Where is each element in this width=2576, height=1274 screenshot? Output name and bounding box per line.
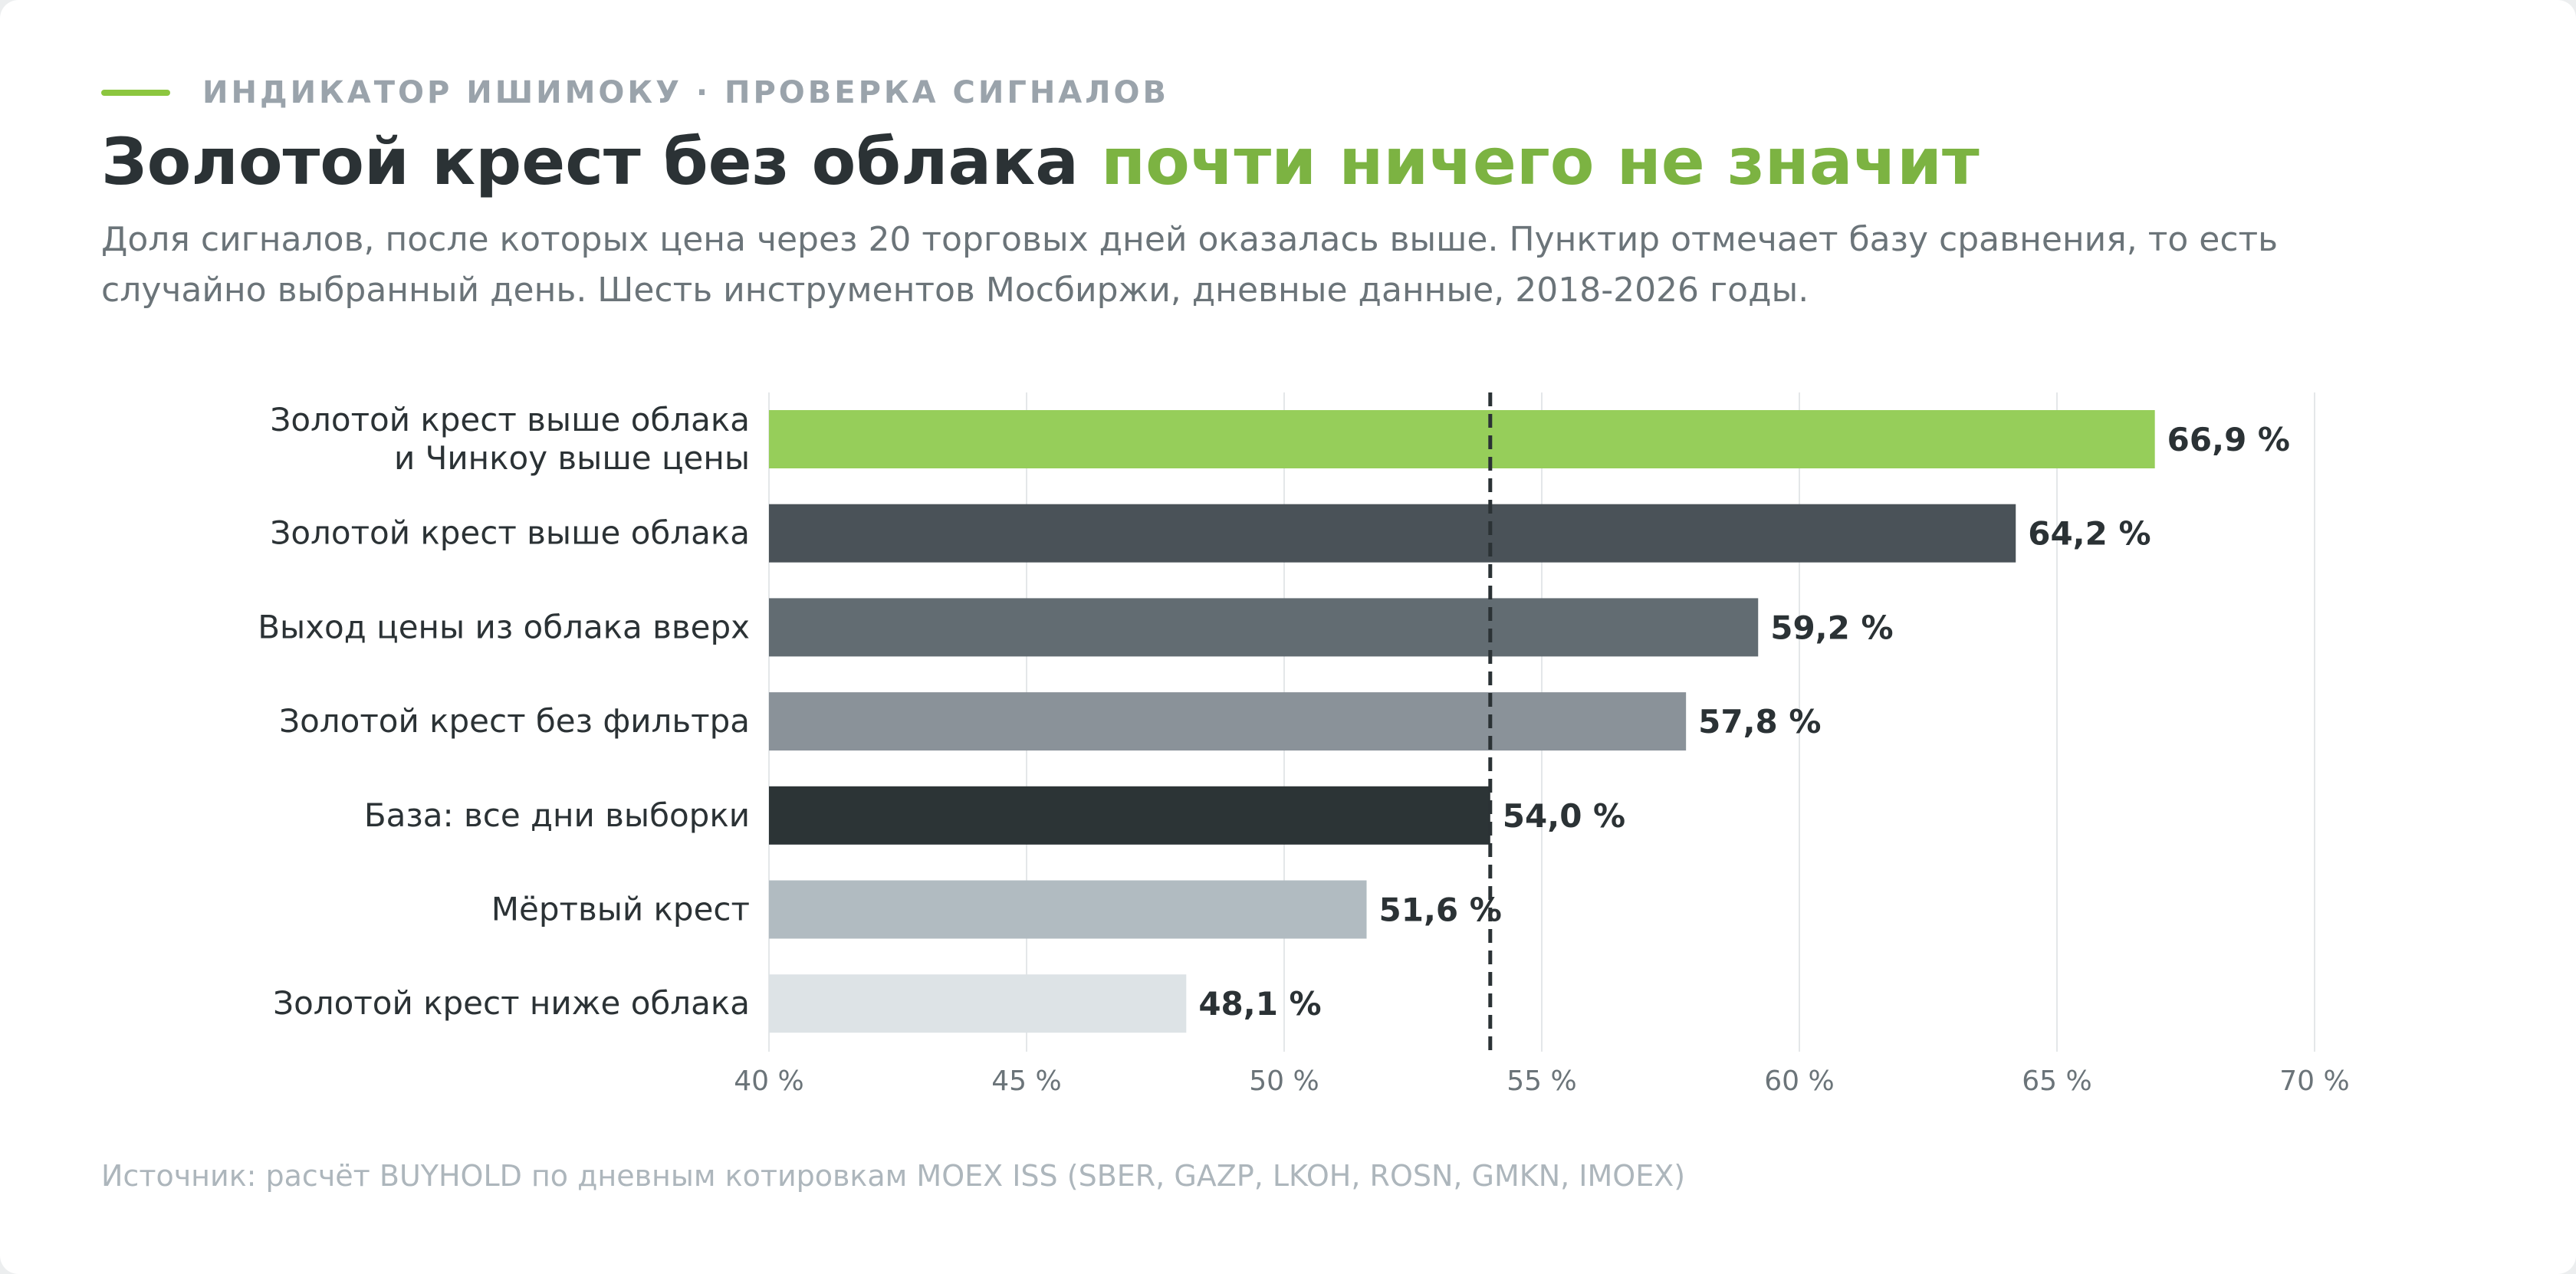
category-label: Золотой крест выше облака <box>270 514 750 552</box>
title-accent: почти ничего не значит <box>1101 124 1980 199</box>
x-tick-label: 70 % <box>2279 1065 2349 1097</box>
category-label: Золотой крест выше облака <box>270 401 750 438</box>
kicker: ИНДИКАТОР ИШИМОКУ · ПРОВЕРКА СИГНАЛОВ <box>101 75 1169 110</box>
x-tick-label: 50 % <box>1249 1065 1319 1097</box>
subtitle-line-1: Доля сигналов, после которых цена через … <box>101 220 2279 259</box>
value-label: 64,2 % <box>2028 515 2150 553</box>
x-tick-label: 60 % <box>1764 1065 1834 1097</box>
value-label: 54,0 % <box>1503 797 1625 835</box>
category-label: Золотой крест без фильтра <box>279 702 750 740</box>
chart-title: Золотой крест без облака почти ничего не… <box>101 124 1980 199</box>
kicker-accent-line <box>101 90 170 96</box>
bar <box>769 410 2155 468</box>
category-label: Мёртвый крест <box>491 891 750 928</box>
x-tick-label: 40 % <box>734 1065 803 1097</box>
x-tick-label: 65 % <box>2022 1065 2091 1097</box>
bar <box>769 598 1759 657</box>
category-label: Золотой крест ниже облака <box>273 984 750 1022</box>
chart-subtitle: Доля сигналов, после которых цена через … <box>101 215 2478 316</box>
category-label: База: все дни выборки <box>364 796 750 834</box>
title-main: Золотой крест без облака <box>101 124 1079 199</box>
value-label: 59,2 % <box>1770 609 1893 646</box>
bar <box>769 786 1490 845</box>
value-label: 48,1 % <box>1198 985 1321 1023</box>
bar <box>769 692 1687 751</box>
x-tick-label: 45 % <box>991 1065 1061 1097</box>
source-note: Источник: расчёт BUYHOLD по дневным коти… <box>101 1159 1686 1193</box>
value-label: 51,6 % <box>1379 891 1502 929</box>
bar <box>769 504 2016 563</box>
bar <box>769 974 1187 1033</box>
category-label: и Чинкоу выше цены <box>394 439 750 477</box>
bar <box>769 880 1367 939</box>
subtitle-line-2: случайно выбранный день. Шесть инструмен… <box>101 271 1809 310</box>
value-label: 66,9 % <box>2167 421 2290 458</box>
category-label: Выход цены из облака вверх <box>258 608 750 645</box>
kicker-text: ИНДИКАТОР ИШИМОКУ · ПРОВЕРКА СИГНАЛОВ <box>202 75 1169 110</box>
x-tick-label: 55 % <box>1506 1065 1576 1097</box>
value-label: 57,8 % <box>1698 703 1821 740</box>
